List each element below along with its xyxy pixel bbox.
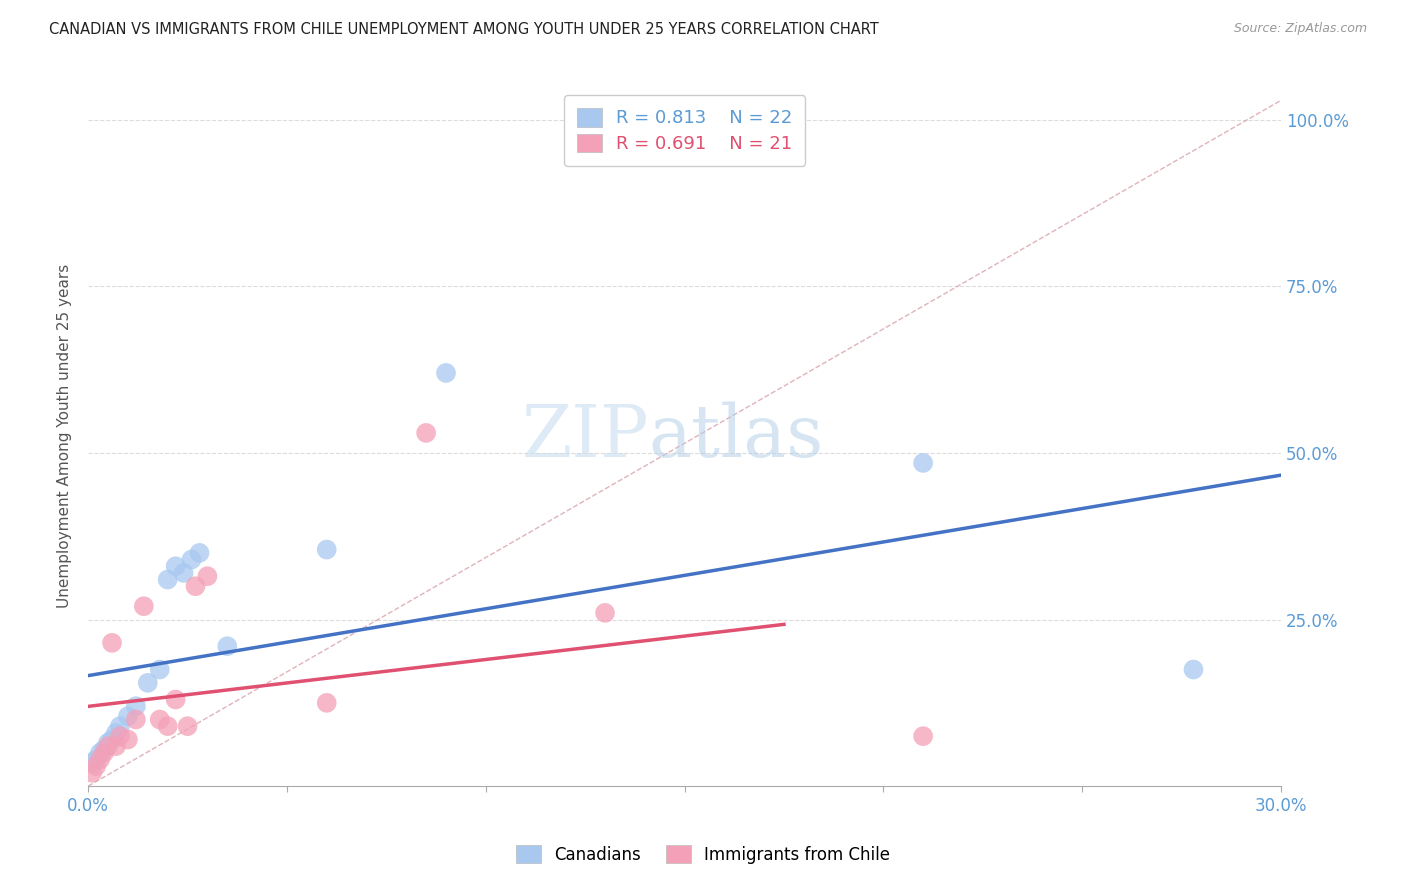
Point xyxy=(217,639,239,653)
Point xyxy=(97,739,120,753)
Point xyxy=(415,425,437,440)
Text: Source: ZipAtlas.com: Source: ZipAtlas.com xyxy=(1233,22,1367,36)
Legend: R = 0.813    N = 22, R = 0.691    N = 21: R = 0.813 N = 22, R = 0.691 N = 21 xyxy=(564,95,806,166)
Point xyxy=(315,542,337,557)
Point xyxy=(125,699,148,714)
Point xyxy=(125,713,148,727)
Text: atlas: atlas xyxy=(648,401,824,472)
Point xyxy=(593,606,616,620)
Point xyxy=(165,692,187,706)
Point xyxy=(89,746,111,760)
Point xyxy=(84,752,107,766)
Point xyxy=(108,729,131,743)
Point xyxy=(197,569,219,583)
Point xyxy=(165,559,187,574)
Point xyxy=(117,709,139,723)
Point xyxy=(132,599,155,614)
Point xyxy=(176,719,198,733)
Point xyxy=(101,636,124,650)
Point xyxy=(82,756,104,770)
Point xyxy=(108,719,131,733)
Point xyxy=(84,759,107,773)
Point xyxy=(188,546,211,560)
Point xyxy=(101,732,124,747)
Point xyxy=(173,566,195,580)
Point xyxy=(149,713,172,727)
Point xyxy=(315,696,337,710)
Legend: Canadians, Immigrants from Chile: Canadians, Immigrants from Chile xyxy=(509,838,897,871)
Point xyxy=(97,736,120,750)
Point xyxy=(156,573,179,587)
Text: ZIP: ZIP xyxy=(522,401,648,472)
Point xyxy=(434,366,457,380)
Point xyxy=(104,739,127,753)
Point xyxy=(93,746,115,760)
Point xyxy=(1182,663,1205,677)
Point xyxy=(156,719,179,733)
Text: CANADIAN VS IMMIGRANTS FROM CHILE UNEMPLOYMENT AMONG YOUTH UNDER 25 YEARS CORREL: CANADIAN VS IMMIGRANTS FROM CHILE UNEMPL… xyxy=(49,22,879,37)
Point xyxy=(104,726,127,740)
Point xyxy=(180,552,202,566)
Point xyxy=(93,742,115,756)
Y-axis label: Unemployment Among Youth under 25 years: Unemployment Among Youth under 25 years xyxy=(58,264,72,608)
Point xyxy=(117,732,139,747)
Point xyxy=(912,456,935,470)
Point xyxy=(912,729,935,743)
Point xyxy=(136,676,159,690)
Point xyxy=(149,663,172,677)
Point xyxy=(89,752,111,766)
Point xyxy=(184,579,207,593)
Point xyxy=(82,765,104,780)
